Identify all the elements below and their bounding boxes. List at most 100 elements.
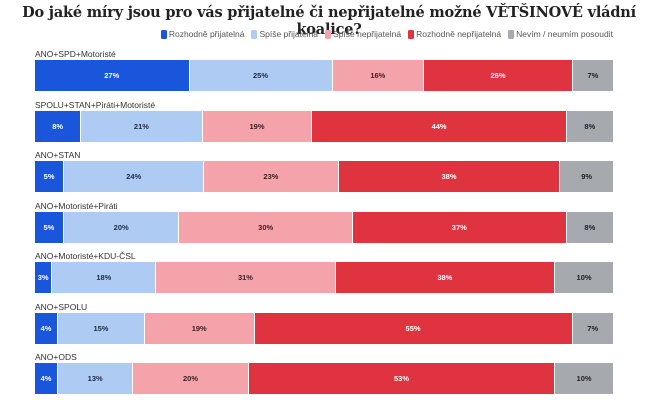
data-label: 30% [258,222,274,232]
bar-row: ANO+Motoristé+Piráti 5% 20% 30% 37% 8% [35,201,613,243]
data-label: 37% [451,222,467,232]
legend-item: Spíše přijatelná [251,29,318,39]
stacked-bar: 27% 25% 16% 26% 7% [35,60,613,91]
data-label: 38% [441,172,457,181]
bar-segment: 21% [81,110,203,142]
data-label: 10% [576,273,592,282]
data-label: 16% [370,71,386,80]
bar-segment: 23% [204,161,339,192]
legend-item: Rozhodně nepřijatelná [408,29,501,39]
legend-item: Rozhodně přijatelná [160,29,245,39]
data-label: 8% [584,121,596,131]
data-label: 53% [393,374,409,383]
legend-swatch [160,29,167,39]
data-label: 55% [405,323,421,333]
data-label: 15% [93,323,109,333]
data-label: 24% [126,172,142,181]
bar-segment: 53% [248,363,556,394]
bar-segment: 16% [332,60,425,91]
stacked-bar: 5% 20% 30% 37% 8% [35,211,613,243]
data-label: 5% [43,172,55,181]
bar-segment: 8% [35,110,82,142]
bar-segment: 19% [202,110,313,142]
bar-segment: 19% [144,312,255,344]
bar-segment: 55% [254,312,573,344]
data-label: 44% [431,121,447,131]
data-label: 23% [263,172,279,181]
data-label: 7% [587,323,599,333]
data-label: 27% [104,71,120,80]
legend-label: Spíše přijatelná [259,29,319,39]
bar-segment: 3% [35,262,53,293]
bar-segment: 20% [133,363,249,394]
legend-item: Nevím / neumím posoudit [508,29,613,39]
category-label: ANO+Motoristé+Piráti [35,200,118,211]
data-label: 4% [40,323,52,333]
data-label: 31% [237,273,253,282]
bar-segment: 7% [572,60,613,91]
bar-row: SPOLU+STAN+Piráti+Motoristé 8% 21% 19% 44% 8% [35,100,613,142]
data-label: 8% [52,121,64,131]
bar-row: ANO+ODS 4% 13% 20% 53% 10% [35,352,613,394]
bar-segment: 18% [52,262,157,293]
legend-label: Nevím / neumím posoudit [516,29,613,39]
bar-row: ANO+SPOLU 4% 15% 19% 55% 7% [35,302,613,344]
category-label: SPOLU+STAN+Piráti+Motoristé [35,99,156,110]
stacked-bar: 4% 15% 19% 55% 7% [35,312,613,344]
category-label: ANO+STAN [35,150,81,160]
category-label: ANO+SPD+Motoristé [35,49,116,59]
bar-segment: 44% [312,110,567,142]
data-label: 19% [191,323,207,333]
bar-segment: 5% [35,161,65,192]
data-label: 13% [87,374,103,383]
data-label: 8% [584,222,596,232]
category-label: ANO+Motoristé+KDU-ČSL [35,251,136,261]
bar-segment: 4% [35,363,59,394]
stacked-bar: 3% 18% 31% 38% 10% [35,262,613,293]
bar-segment: 30% [179,211,353,243]
bar-segment: 38% [338,161,561,192]
data-label: 9% [581,172,593,181]
bar-segment: 26% [424,60,573,91]
bar-segment: 5% [35,211,64,243]
legend-label: Spíše nepřijatelná [333,29,402,39]
legend-swatch [251,29,258,39]
data-label: 7% [587,71,599,80]
bar-segment: 7% [572,312,613,344]
bar-segment: 10% [555,262,613,293]
bar-segment: 37% [352,211,567,243]
stacked-bar: 4% 13% 20% 53% 10% [35,363,613,394]
data-label: 5% [43,222,55,232]
data-label: 10% [576,374,592,383]
legend-swatch [508,29,515,39]
legend-label: Rozhodně přijatelná [168,29,245,39]
legend-swatch [408,29,415,39]
bar-segment: 38% [335,262,556,293]
data-label: 3% [37,273,49,282]
stacked-bar: 5% 24% 23% 38% 9% [35,161,613,192]
bar-row: ANO+SPD+Motoristé 27% 25% 16% 26% 7% [35,49,613,91]
bar-segment: 8% [566,110,613,142]
data-label: 21% [133,121,149,131]
bar-segment: 9% [560,161,613,192]
bar-row: ANO+STAN 5% 24% 23% 38% 9% [35,150,613,192]
data-label: 4% [40,374,52,383]
bar-segment: 13% [58,363,134,394]
category-label: ANO+ODS [35,352,77,362]
data-label: 25% [253,71,269,80]
category-label: ANO+SPOLU [35,301,88,312]
data-label: 20% [113,222,129,232]
bar-segment: 8% [566,211,613,243]
data-label: 19% [249,121,265,131]
data-label: 26% [490,71,506,80]
bar-segment: 10% [555,363,613,394]
data-label: 18% [96,273,112,282]
bar-segment: 15% [58,312,145,344]
bar-segment: 20% [63,211,180,243]
bar-segment: 4% [35,312,59,344]
bar-segment: 27% [35,60,190,91]
stacked-bar: 8% 21% 19% 44% 8% [35,110,613,142]
bar-segment: 24% [64,161,205,192]
bar-row: ANO+Motoristé+KDU-ČSL 3% 18% 31% 38% 10% [35,251,613,293]
legend-item: Spíše nepřijatelná [325,29,401,39]
